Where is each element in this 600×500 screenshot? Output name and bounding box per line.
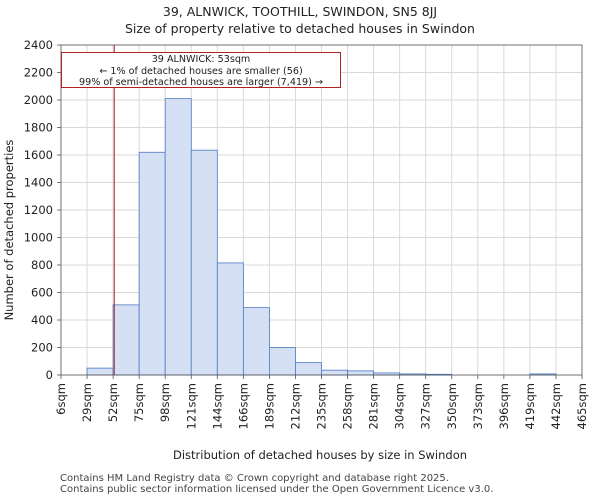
bar-189sqm: [268, 347, 296, 376]
bar-52sqm: [112, 304, 140, 376]
y-tick-label: 1200: [24, 203, 53, 217]
x-tick-label: 281sqm: [367, 383, 381, 429]
y-tick-label: 2000: [24, 93, 53, 107]
x-tick-label: 235sqm: [315, 383, 329, 429]
x-tick-label: 327sqm: [419, 383, 433, 429]
x-tick-label: 166sqm: [236, 383, 250, 429]
y-tick-label: 400: [31, 313, 53, 327]
x-tick-label: 304sqm: [393, 383, 407, 429]
x-tick-label: 373sqm: [471, 383, 485, 429]
bar-121sqm: [190, 149, 218, 376]
x-tick-label: 98sqm: [158, 383, 172, 422]
y-tick-labels: 0 200 400 600 800 1000 1200 1400 1600 1800 2000 220…: [24, 38, 61, 382]
annotation-line-3: 99% of semi-detached houses are larger (…: [79, 77, 323, 88]
y-axis-label: Number of detached properties: [2, 140, 16, 321]
x-tick-label: 52sqm: [106, 383, 120, 422]
x-tick-label: 6sqm: [54, 383, 68, 415]
y-tick-label: 2400: [24, 38, 53, 52]
y-tick-label: 800: [31, 258, 53, 272]
x-tick-label: 419sqm: [523, 383, 537, 429]
x-tick-label: 144sqm: [210, 383, 224, 429]
y-tick-label: 1800: [24, 121, 53, 135]
y-tick-label: 2200: [24, 66, 53, 80]
bars: [86, 98, 557, 376]
x-tick-label: 189sqm: [262, 383, 276, 429]
bar-75sqm: [138, 151, 166, 376]
y-tick-label: 600: [31, 286, 53, 300]
x-tick-label: 442sqm: [549, 383, 563, 429]
bar-98sqm: [164, 98, 192, 376]
bar-29sqm: [86, 367, 114, 376]
y-tick-label: 1400: [24, 176, 53, 190]
x-tick-label: 396sqm: [497, 383, 511, 429]
bar-166sqm: [242, 307, 270, 376]
footer-copyright: Contains HM Land Registry data © Crown c…: [60, 473, 449, 484]
y-tick-label: 1000: [24, 231, 53, 245]
annotation-line-1: 39 ALNWICK: 53sqm: [151, 54, 251, 65]
x-tick-label: 350sqm: [445, 383, 459, 429]
x-tick-labels: 6sqm 29sqm 52sqm 75sqm 98sqm 121sqm 144sqm 166s…: [54, 375, 589, 429]
annotation-line-2: ← 1% of detached houses are smaller (56): [99, 65, 303, 77]
bar-144sqm: [216, 262, 244, 376]
x-tick-label: 258sqm: [341, 383, 355, 429]
annotation-box: 39 ALNWICK: 53sqm ← 1% of detached house…: [61, 52, 341, 88]
y-tick-label: 200: [31, 341, 53, 355]
y-tick-label: 0: [46, 368, 53, 382]
x-axis-label: Distribution of detached houses by size …: [173, 448, 467, 462]
histogram-chart: 0 200 400 600 800 1000 1200 1400 1600 1800 2000 220…: [2, 38, 589, 462]
x-tick-label: 29sqm: [80, 383, 94, 422]
bar-235sqm: [321, 369, 348, 376]
bar-258sqm: [347, 370, 374, 376]
x-tick-label: 121sqm: [184, 383, 198, 429]
chart-title: 39, ALNWICK, TOOTHILL, SWINDON, SN5 8JJ: [162, 4, 438, 19]
chart-subtitle: Size of property relative to detached ho…: [125, 21, 475, 36]
x-tick-label: 75sqm: [132, 383, 146, 422]
footer-licence: Contains public sector information licen…: [60, 484, 494, 495]
bar-212sqm: [295, 362, 322, 376]
y-tick-label: 1600: [24, 148, 53, 162]
x-tick-label: 465sqm: [575, 383, 589, 429]
x-tick-label: 212sqm: [288, 383, 302, 429]
